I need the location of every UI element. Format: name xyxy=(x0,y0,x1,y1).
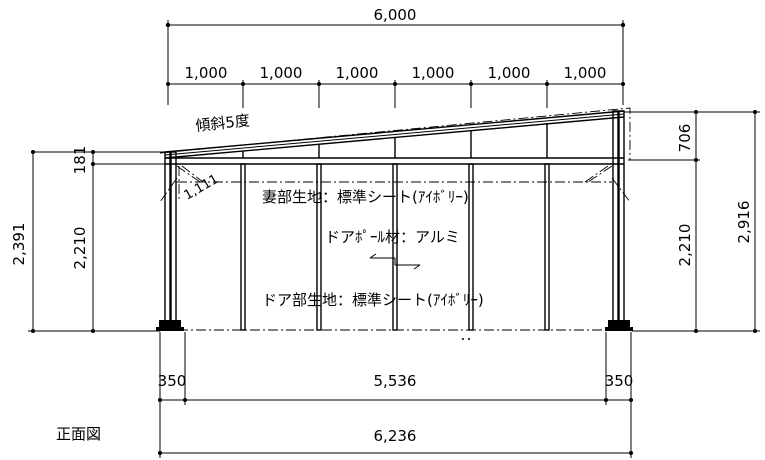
dim-bottom-left: 350 xyxy=(158,372,187,390)
slope-label: 傾斜5度 xyxy=(195,111,251,135)
dim-top-segment-4: 1,000 xyxy=(412,64,455,82)
left-dimensions: 2,391 181 2,210 xyxy=(10,146,170,333)
dim-right-total: 2,916 xyxy=(735,201,753,244)
dim-left-total: 2,391 xyxy=(10,223,28,266)
top-segment-dimension: 1,000 1,000 1,000 1,000 1,000 1,000 xyxy=(166,64,625,108)
dim-top-segment-6: 1,000 xyxy=(564,64,607,82)
tent-frame xyxy=(156,107,633,340)
dim-left-eave: 181 xyxy=(71,146,89,175)
rafter-length-label: 1,111 xyxy=(182,172,222,204)
dim-top-segment-3: 1,000 xyxy=(336,64,379,82)
view-title: 正面図 xyxy=(56,425,101,443)
dim-right-roof: 706 xyxy=(676,124,694,153)
note-door-fabric: ドア部生地：標準シート(ｱｲﾎﾞﾘｰ) xyxy=(262,291,484,309)
dim-top-total: 6,000 xyxy=(374,6,417,24)
dim-right-wall: 2,210 xyxy=(676,224,694,267)
dim-bottom-right: 350 xyxy=(605,372,634,390)
dim-bottom-middle: 5,536 xyxy=(374,372,417,390)
bottom-dimensions: 350 5,536 350 6,236 xyxy=(158,332,634,458)
dim-left-wall: 2,210 xyxy=(71,227,89,270)
dim-top-segment-2: 1,000 xyxy=(260,64,303,82)
note-gable-fabric: 妻部生地：標準シート(ｱｲﾎﾞﾘｰ) xyxy=(262,188,469,206)
dim-bottom-total: 6,236 xyxy=(374,427,417,445)
dim-top-segment-5: 1,000 xyxy=(488,64,531,82)
top-total-dimension: 6,000 xyxy=(165,6,626,105)
note-door-pole: ドアﾎﾟｰﾙ材：アルミ xyxy=(325,228,460,246)
dim-top-segment-1: 1,000 xyxy=(185,64,228,82)
right-dimensions: 706 2,210 2,916 xyxy=(624,110,760,333)
